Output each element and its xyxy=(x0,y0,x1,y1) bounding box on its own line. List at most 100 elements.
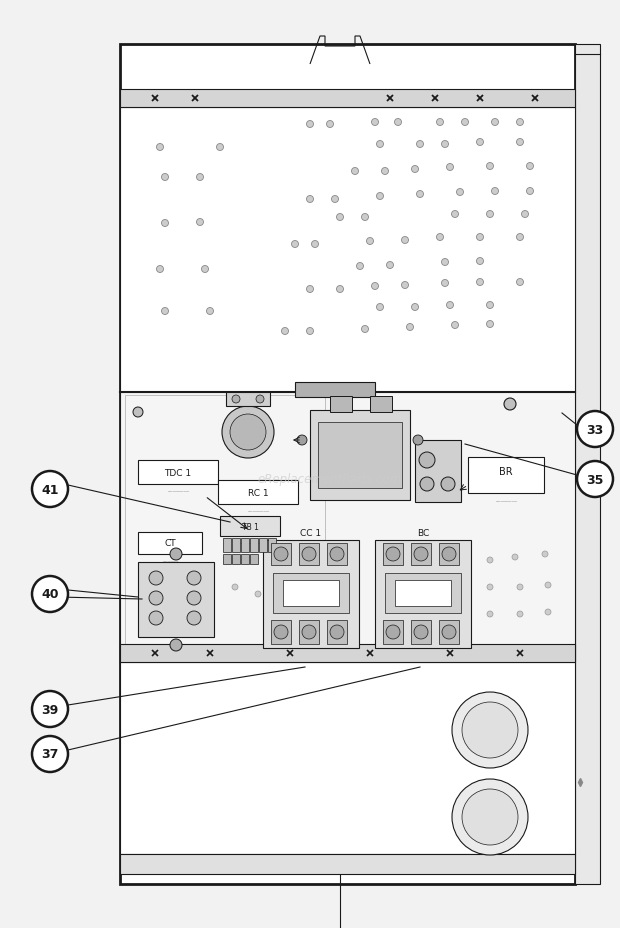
Circle shape xyxy=(487,612,493,617)
Circle shape xyxy=(442,548,456,561)
Circle shape xyxy=(32,471,68,508)
Circle shape xyxy=(149,591,163,605)
Text: CC 1: CC 1 xyxy=(301,528,322,537)
Circle shape xyxy=(419,453,435,469)
Circle shape xyxy=(187,572,201,586)
Circle shape xyxy=(402,282,409,290)
Circle shape xyxy=(386,625,400,639)
Circle shape xyxy=(577,411,613,447)
Bar xyxy=(120,393,575,663)
Circle shape xyxy=(376,193,384,200)
Circle shape xyxy=(281,329,288,335)
Circle shape xyxy=(330,625,344,639)
Circle shape xyxy=(504,398,516,410)
Circle shape xyxy=(446,303,453,309)
Circle shape xyxy=(452,780,528,855)
Circle shape xyxy=(477,139,484,147)
Circle shape xyxy=(487,321,494,329)
Bar xyxy=(283,580,339,606)
Circle shape xyxy=(477,279,484,286)
Circle shape xyxy=(413,435,423,445)
Text: 37: 37 xyxy=(42,748,59,761)
Circle shape xyxy=(187,612,201,625)
Circle shape xyxy=(487,212,494,218)
Circle shape xyxy=(517,612,523,617)
Circle shape xyxy=(170,548,182,561)
Circle shape xyxy=(274,625,288,639)
Circle shape xyxy=(197,174,203,181)
Bar xyxy=(411,544,431,565)
Circle shape xyxy=(327,122,334,128)
Circle shape xyxy=(512,554,518,561)
Circle shape xyxy=(230,415,266,450)
Bar xyxy=(370,396,392,413)
Circle shape xyxy=(545,583,551,588)
Circle shape xyxy=(451,212,459,218)
Bar xyxy=(223,538,231,552)
Circle shape xyxy=(256,395,264,404)
Circle shape xyxy=(302,625,316,639)
Circle shape xyxy=(441,141,448,148)
Circle shape xyxy=(222,406,274,458)
Bar xyxy=(259,538,267,552)
Bar xyxy=(120,108,575,393)
Circle shape xyxy=(516,120,523,126)
Circle shape xyxy=(492,120,498,126)
Circle shape xyxy=(407,324,414,331)
Bar xyxy=(138,533,202,554)
Circle shape xyxy=(517,585,523,590)
Circle shape xyxy=(371,283,378,290)
Bar xyxy=(327,544,347,565)
Circle shape xyxy=(461,120,469,126)
Circle shape xyxy=(442,625,456,639)
Circle shape xyxy=(386,548,400,561)
Bar xyxy=(299,544,319,565)
Bar xyxy=(411,620,431,644)
Circle shape xyxy=(381,168,389,175)
Circle shape xyxy=(32,736,68,772)
Circle shape xyxy=(526,188,533,195)
Circle shape xyxy=(492,188,498,195)
Circle shape xyxy=(487,558,493,563)
Text: 41: 41 xyxy=(42,483,59,496)
Text: BC: BC xyxy=(417,528,429,537)
Circle shape xyxy=(274,548,288,561)
Bar xyxy=(299,620,319,644)
Circle shape xyxy=(414,548,428,561)
Circle shape xyxy=(206,308,213,316)
Circle shape xyxy=(477,234,484,241)
Circle shape xyxy=(332,197,339,203)
Circle shape xyxy=(337,286,343,293)
Text: 35: 35 xyxy=(587,473,604,486)
Bar xyxy=(273,574,349,613)
Text: ________: ________ xyxy=(239,538,261,543)
Circle shape xyxy=(32,691,68,728)
Bar xyxy=(232,538,240,552)
Bar xyxy=(310,410,410,500)
Circle shape xyxy=(352,168,358,175)
Circle shape xyxy=(545,610,551,615)
Circle shape xyxy=(412,166,418,174)
Bar xyxy=(232,554,240,564)
Bar xyxy=(395,580,451,606)
Bar xyxy=(120,663,575,854)
Bar xyxy=(575,45,600,884)
Bar xyxy=(241,538,249,552)
Circle shape xyxy=(451,322,459,329)
Bar xyxy=(415,441,461,502)
Bar xyxy=(295,382,375,397)
Circle shape xyxy=(306,286,314,293)
Circle shape xyxy=(417,141,423,148)
Text: 39: 39 xyxy=(42,702,59,715)
Circle shape xyxy=(487,303,494,309)
Circle shape xyxy=(414,625,428,639)
Circle shape xyxy=(516,279,523,286)
Circle shape xyxy=(302,548,316,561)
Circle shape xyxy=(156,266,164,273)
Circle shape xyxy=(462,789,518,845)
Circle shape xyxy=(441,280,448,287)
Bar xyxy=(120,854,575,874)
Circle shape xyxy=(436,120,443,126)
Bar xyxy=(138,460,218,484)
Text: TB 1: TB 1 xyxy=(242,522,259,531)
